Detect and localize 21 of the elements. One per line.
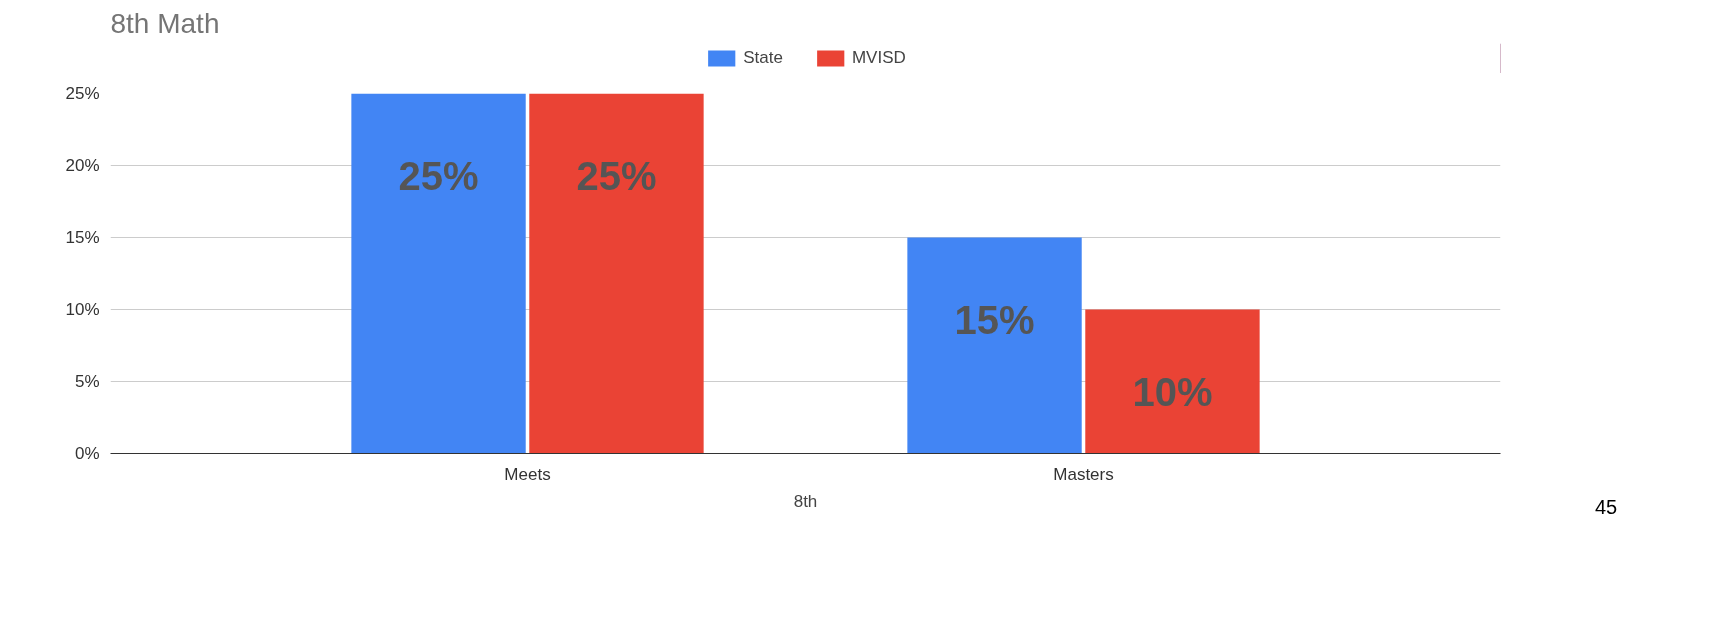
bar — [1085, 309, 1260, 454]
bar — [529, 93, 704, 454]
y-tick-label: 0% — [74, 444, 100, 463]
legend-label: MVISD — [851, 48, 906, 68]
data-label: 25% — [398, 153, 479, 198]
y-tick-label: 20% — [65, 156, 100, 175]
data-label: 15% — [954, 297, 1035, 342]
y-tick-label: 10% — [65, 300, 100, 319]
bar — [351, 93, 526, 454]
y-tick-label: 15% — [65, 228, 100, 247]
chart-title: 8th Math — [110, 7, 220, 39]
bar — [907, 237, 1082, 454]
x-tick-label: Masters — [1053, 464, 1114, 484]
x-axis-title: 8th — [793, 491, 818, 511]
y-tick-label: 5% — [74, 372, 100, 391]
text: 45 — [1595, 495, 1618, 520]
y-tick-label: 25% — [65, 84, 100, 103]
x-tick-label: Meets — [504, 464, 551, 484]
data-label: 10% — [1132, 369, 1213, 414]
legend-label: State — [743, 48, 783, 68]
data-label: 25% — [576, 153, 657, 198]
